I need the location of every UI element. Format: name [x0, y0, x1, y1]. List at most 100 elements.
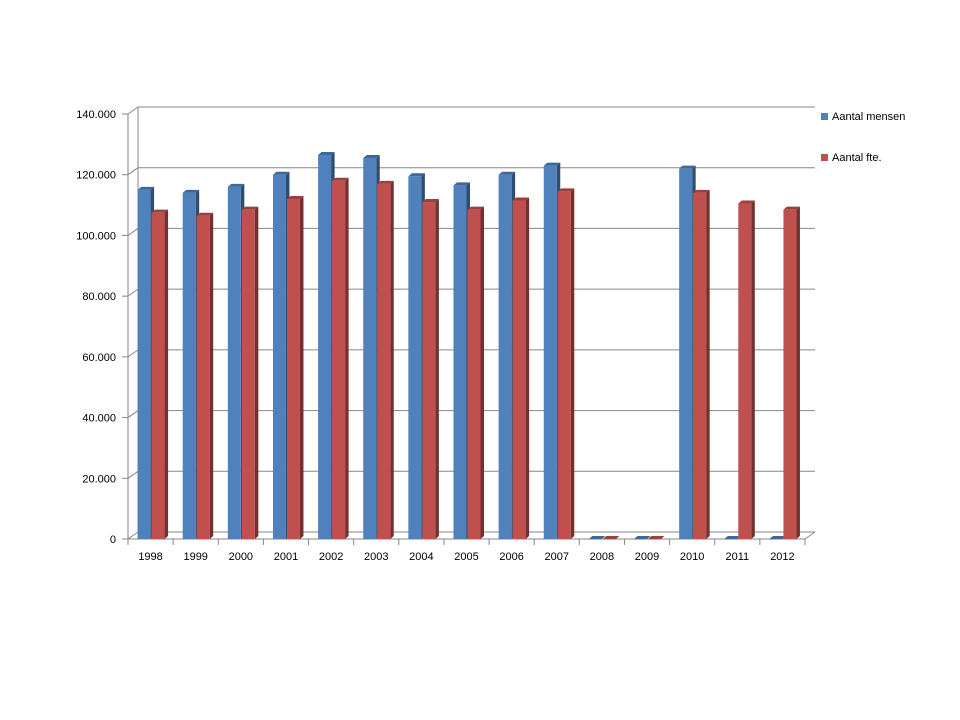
- bar-fte-2010: [693, 192, 707, 539]
- bars: [137, 151, 800, 540]
- bar-mensen-2010: [679, 168, 693, 539]
- y-tick-label-2: 40.000: [82, 413, 116, 425]
- gridline-diag-7: [127, 106, 139, 115]
- legend-label-0: Aantal mensen: [832, 111, 905, 123]
- bar-mensen-2011-top: [724, 536, 741, 539]
- bar-mensen-2007: [543, 165, 557, 539]
- bar-mensen-2005: [453, 185, 467, 539]
- bar-mensen-1998-top: [137, 186, 155, 190]
- x-tick-label-1998: 1998: [138, 551, 162, 563]
- bar-mensen-2004: [408, 176, 422, 539]
- bar-mensen-2001-top: [272, 171, 290, 175]
- bar-mensen-2006-top: [498, 171, 516, 175]
- legend: Aantal mensen Aantal fte.: [821, 111, 905, 164]
- bar-fte-2008: [602, 539, 616, 540]
- x-tick-label-2011: 2011: [725, 551, 749, 563]
- y-tick-label-7: 140.000: [76, 109, 116, 121]
- bar-mensen-2012-top: [769, 536, 786, 539]
- gridline-diag-6: [127, 167, 139, 176]
- bar-mensen-2004-top: [408, 173, 425, 177]
- x-tick-label-2001: 2001: [274, 551, 298, 563]
- bar-fte-2000-side: [254, 206, 259, 539]
- bar-mensen-1999-top: [182, 189, 200, 193]
- x-tick-label-2002: 2002: [319, 551, 343, 563]
- bar-fte-2012-side: [796, 206, 800, 539]
- bar-fte-2009-top: [648, 536, 665, 539]
- bar-fte-2003-top: [377, 180, 394, 184]
- x-tick-label-2003: 2003: [364, 551, 388, 563]
- x-tick-label-2007: 2007: [545, 551, 569, 563]
- bar-fte-1998-top: [151, 209, 169, 213]
- bar-fte-2004-side: [435, 199, 439, 540]
- x-tick-label-2004: 2004: [409, 551, 433, 563]
- bar-fte-2001-side: [299, 196, 304, 539]
- bar-fte-2001-top: [286, 196, 304, 199]
- bar-fte-2010-top: [693, 189, 710, 193]
- bar-mensen-1999: [182, 192, 196, 539]
- x-tick-label-2000: 2000: [229, 551, 253, 563]
- bar-fte-2008-top: [602, 536, 620, 539]
- bar-fte-1999-top: [196, 212, 214, 216]
- bar-mensen-2009-top: [634, 536, 651, 539]
- bar-fte-2010-side: [706, 189, 710, 539]
- bar-mensen-2006: [498, 174, 512, 539]
- bar-mensen-2008-top: [588, 536, 606, 539]
- bar-mensen-2011: [724, 539, 738, 540]
- bar-mensen-2008: [588, 539, 602, 540]
- legend-swatch-1: [821, 154, 828, 161]
- bar-mensen-2002: [318, 154, 332, 539]
- gridline-diag-3: [127, 349, 139, 358]
- bar-fte-2004-top: [422, 199, 439, 203]
- bar-fte-2006: [512, 200, 526, 539]
- bar-mensen-2002-top: [318, 151, 335, 155]
- bar-mensen-2007-top: [543, 162, 561, 166]
- bar-fte-2002-side: [345, 177, 349, 540]
- x-tick-label-2008: 2008: [590, 551, 614, 563]
- bar-fte-2002: [332, 180, 346, 540]
- bar-mensen-2000: [227, 186, 241, 539]
- x-tick-label-2005: 2005: [454, 551, 478, 563]
- x-tick-label-2006: 2006: [499, 551, 523, 563]
- bar-fte-2007-top: [557, 188, 575, 192]
- bar-fte-2005-side: [480, 206, 484, 539]
- y-tick-label-5: 100.000: [76, 230, 116, 242]
- y-tick-label-4: 80.000: [82, 291, 116, 303]
- bar-fte-2006-top: [512, 197, 530, 201]
- gridline-diag-0: [127, 531, 139, 540]
- x-tick-label-2012: 2012: [770, 551, 794, 563]
- bar-fte-2011-top: [738, 200, 755, 204]
- bar-mensen-1998: [137, 189, 151, 539]
- gridline-diag-1: [127, 470, 139, 479]
- bar-fte-2007-side: [570, 188, 575, 540]
- bar-fte-2011-side: [751, 200, 755, 539]
- bar-fte-2012: [783, 209, 797, 539]
- bar-mensen-2000-top: [227, 183, 245, 187]
- bar-fte-1998-side: [164, 209, 169, 540]
- tick-labels: 0 20.000 40.000 60.000 80.000 100.000 120.000 1…: [76, 109, 794, 563]
- bar-fte-2005-top: [467, 206, 484, 210]
- bar-fte-2004: [422, 202, 436, 540]
- legend-swatch-0: [821, 113, 828, 120]
- legend-label-1: Aantal fte.: [832, 152, 882, 164]
- y-tick-label-6: 120.000: [76, 170, 116, 182]
- x-tick-label-2010: 2010: [680, 551, 704, 563]
- y-tick-label-3: 60.000: [82, 352, 116, 364]
- bar-fte-2003: [377, 183, 391, 540]
- y-tick-label-0: 0: [110, 534, 116, 546]
- bar-fte-2007: [557, 191, 571, 540]
- gridline-diag-4: [127, 288, 139, 297]
- bar-fte-2003-side: [390, 180, 394, 540]
- bar-fte-2009: [648, 539, 662, 540]
- bar-mensen-2005-top: [453, 182, 470, 186]
- bar-mensen-2009: [634, 539, 648, 540]
- bar-fte-2001: [286, 199, 300, 539]
- bar-mensen-2003: [363, 158, 377, 539]
- x-tick-label-1999: 1999: [183, 551, 207, 563]
- bar-fte-2005: [467, 209, 481, 539]
- bar-fte-2006-side: [525, 197, 530, 539]
- bar-fte-2012-top: [783, 206, 800, 210]
- bar-fte-1999: [196, 215, 210, 540]
- bar-fte-1998: [151, 212, 165, 540]
- bar-mensen-2001: [272, 174, 286, 539]
